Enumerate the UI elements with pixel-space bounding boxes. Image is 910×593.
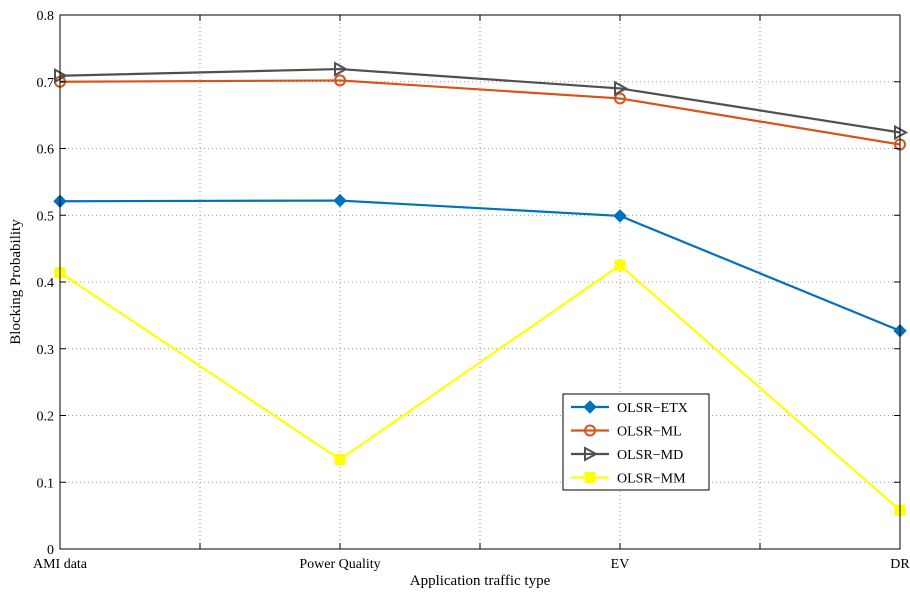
series-layer xyxy=(53,61,909,516)
data-point xyxy=(614,92,626,105)
data-point xyxy=(334,61,349,77)
legend-label: OLSR−ETX xyxy=(617,401,688,416)
y-tick-label: 0.1 xyxy=(37,476,55,491)
series-line xyxy=(59,199,901,332)
data-point xyxy=(614,80,629,97)
series-line xyxy=(59,67,901,134)
legend-entry: OLSR−ETX xyxy=(571,400,688,416)
legend-marker xyxy=(584,472,596,483)
legend-marker xyxy=(584,424,596,437)
y-tick-label: 0.8 xyxy=(37,9,55,24)
grid xyxy=(60,15,900,549)
series-3 xyxy=(54,61,909,141)
legend-marker xyxy=(584,446,599,462)
series-line xyxy=(59,264,901,512)
series-line xyxy=(59,79,901,146)
legend-label: OLSR−MM xyxy=(617,472,686,487)
y-tick-label: 0 xyxy=(47,543,54,558)
legend-marker xyxy=(583,400,597,414)
legend: OLSR−ETX OLSR−ML OLSR−MD OLSR−MM xyxy=(562,393,710,491)
legend-label: OLSR−ML xyxy=(617,425,682,440)
data-point xyxy=(334,74,346,87)
ticks: 0 0.1 0.2 0.3 0.4 0.5 0.6 0.7 0.8 AMI data Power Q… xyxy=(33,9,910,572)
y-tick-label: 0.5 xyxy=(37,209,55,224)
y-tick-label: 0.4 xyxy=(37,276,55,291)
x-tick-label: EV xyxy=(611,557,630,572)
y-tick-label: 0.6 xyxy=(37,143,55,158)
legend-entry: OLSR−MD xyxy=(571,446,683,463)
legend-entry: OLSR−MM xyxy=(571,472,686,487)
x-tick-label: DR xyxy=(890,557,910,572)
legend-label: OLSR−MD xyxy=(617,448,683,463)
legend-entry: OLSR−ML xyxy=(571,424,682,440)
data-point xyxy=(333,193,347,208)
data-point xyxy=(334,454,346,466)
x-axis-title: Application traffic type xyxy=(410,573,551,589)
y-axis-title: Blocking Probability xyxy=(8,219,24,345)
data-point xyxy=(613,209,627,223)
x-tick-label: Power Quality xyxy=(299,557,380,572)
y-tick-label: 0.7 xyxy=(37,76,55,91)
data-point xyxy=(614,259,626,271)
y-tick-label: 0.3 xyxy=(37,343,55,358)
y-tick-label: 0.2 xyxy=(37,410,55,425)
x-tick-label: AMI data xyxy=(33,557,88,572)
